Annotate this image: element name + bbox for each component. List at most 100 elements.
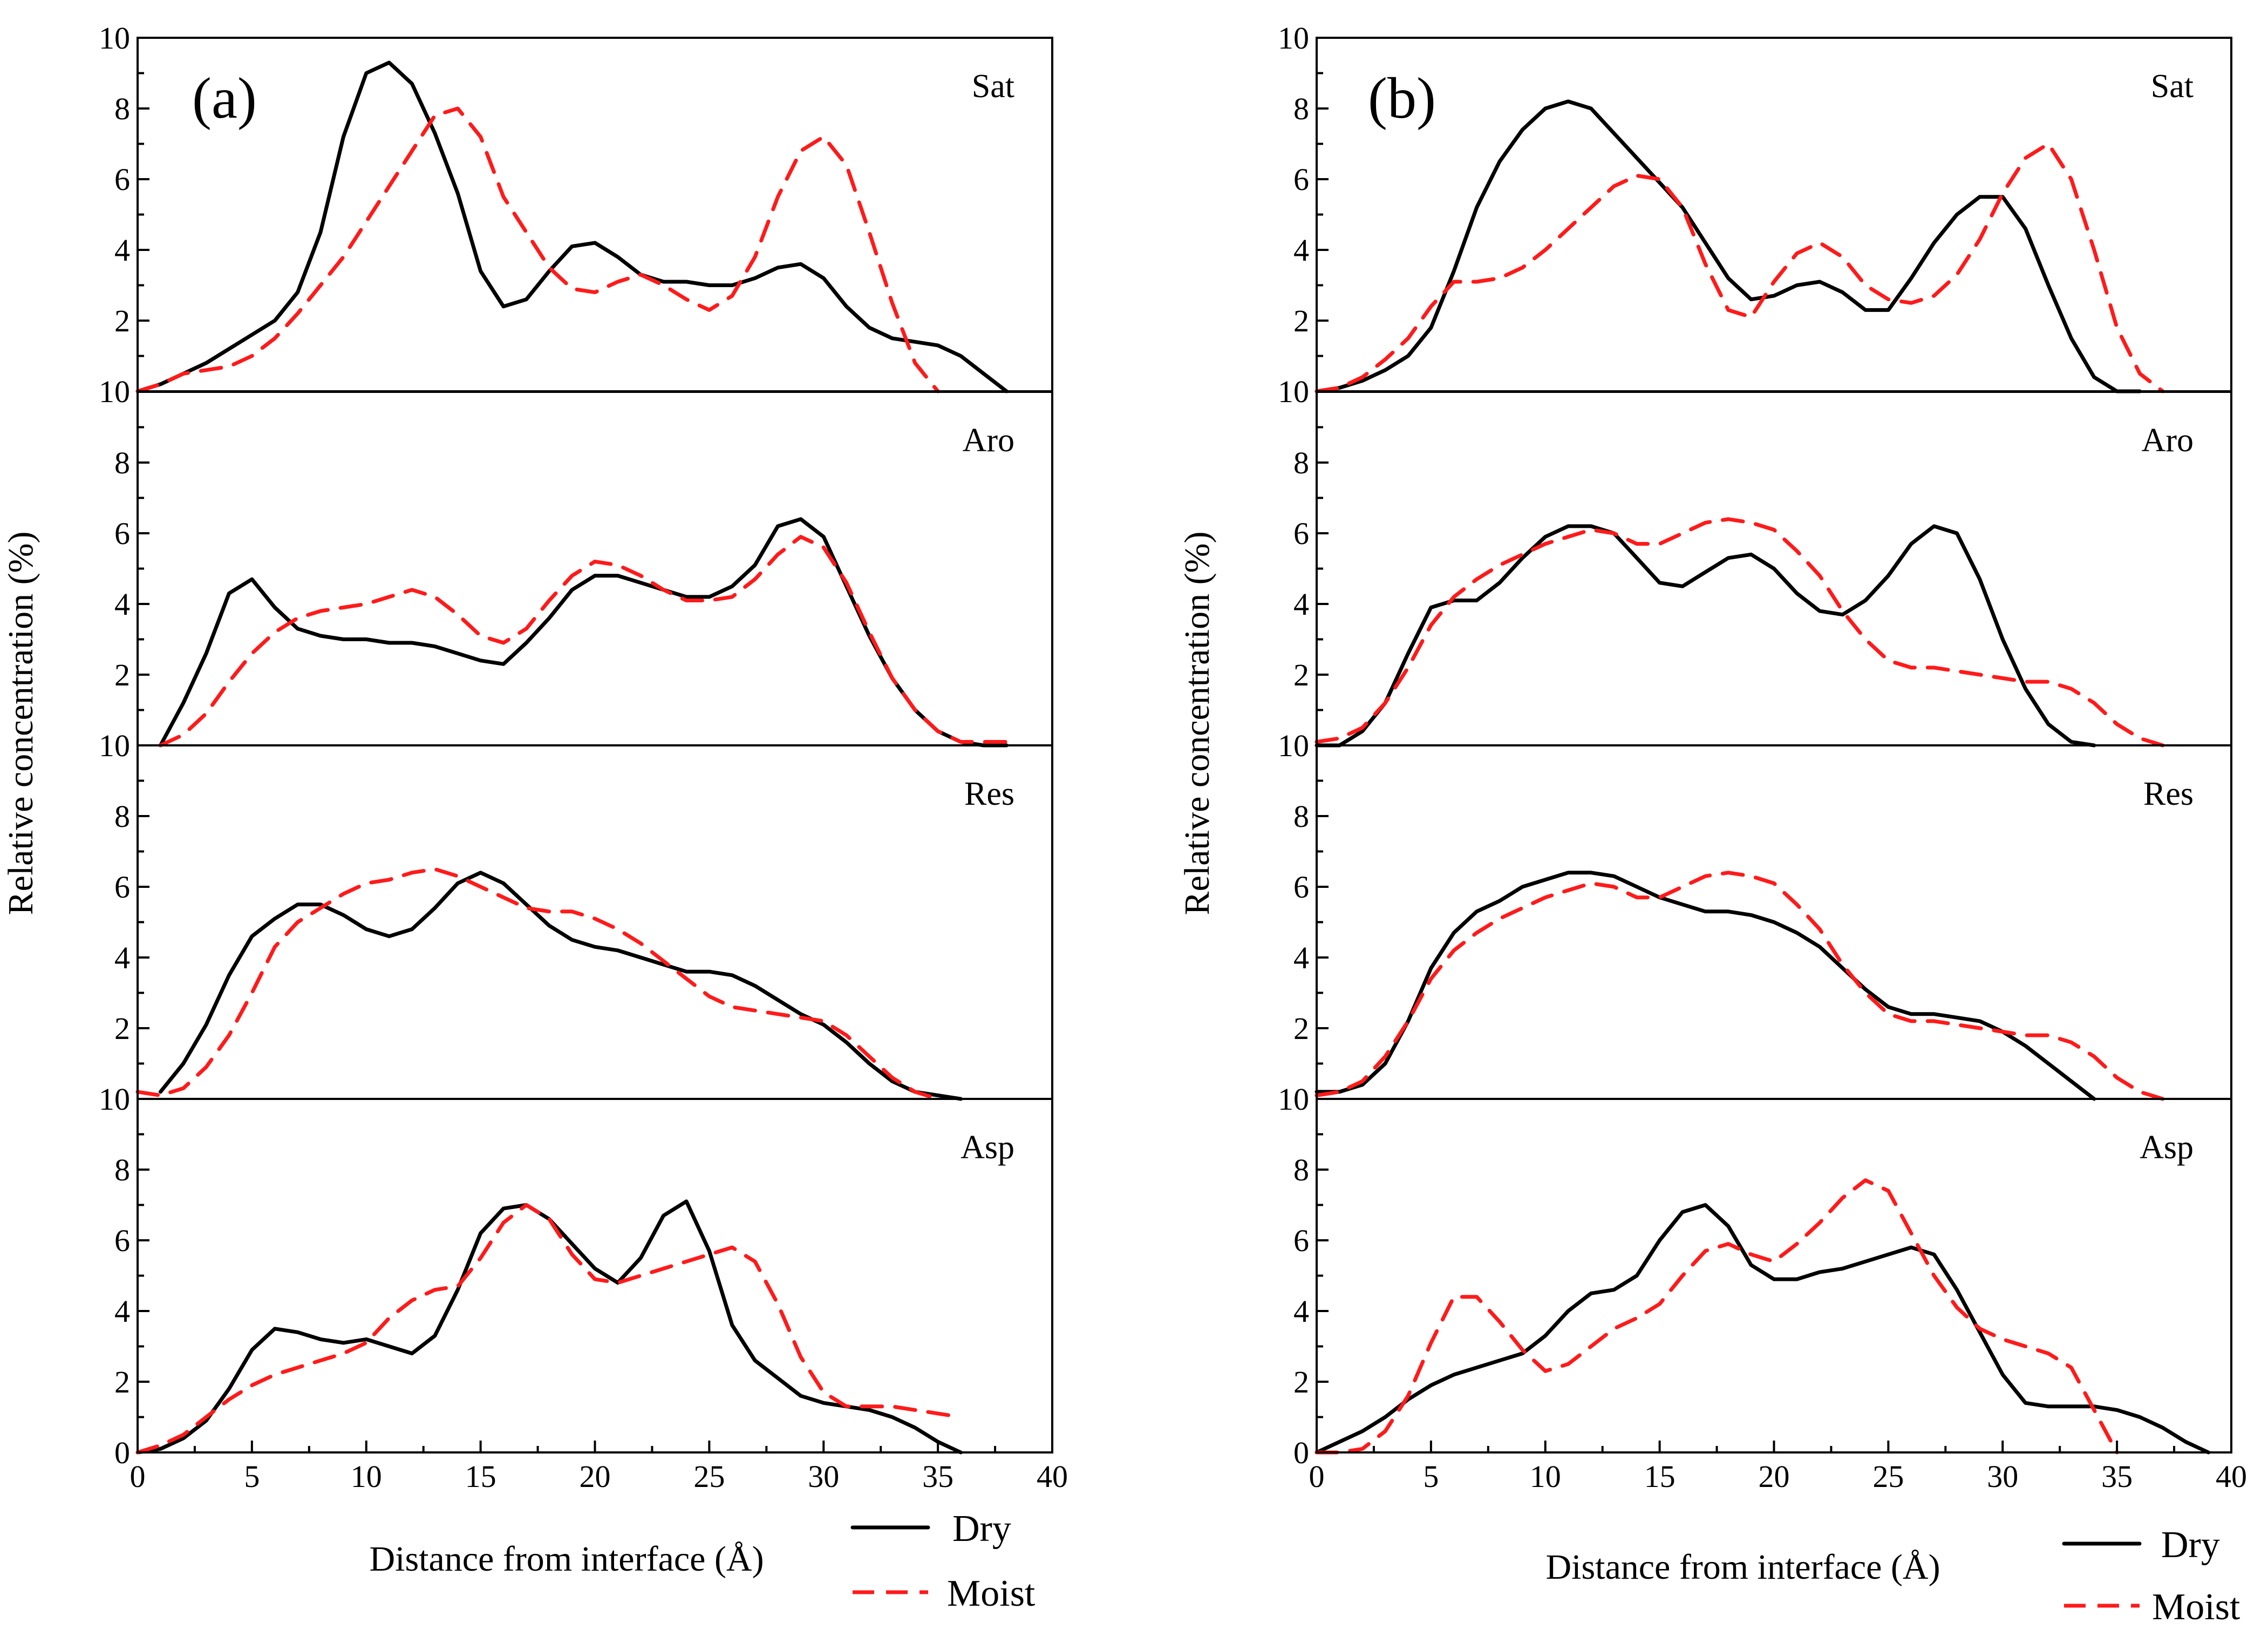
series-dry-aro-a [158, 517, 1009, 748]
y-axis-title-a: Relative concentration (%) [1, 531, 40, 915]
x-tick-label-a: 35 [922, 1459, 953, 1494]
y-tick-label-sat-b: 6 [1293, 162, 1309, 197]
y-tick-label-res-a: 4 [114, 940, 130, 975]
y-tick-label-aro-a: 2 [114, 657, 130, 692]
x-tick-label-b: 20 [1759, 1459, 1790, 1494]
subplot-label-res-b: Res [2143, 776, 2194, 812]
subplot-sat-a: 10 2 4 6 8 10 Sat [99, 21, 1053, 409]
y-tick-label-aro-b: 10 [1278, 728, 1309, 763]
subplot-label-sat-a: Sat [972, 68, 1014, 105]
legend-a: Dry Moist [850, 1508, 1036, 1614]
y-tick-label-sat-a: 2 [114, 303, 130, 338]
subplot-label-res-a: Res [964, 776, 1014, 812]
series-dry-res-a [158, 871, 963, 1101]
y-tick-label-aro-b: 2 [1293, 657, 1309, 692]
x-tick-label-b: 35 [2101, 1459, 2133, 1494]
series-moist-asp-b [1315, 1178, 2119, 1455]
y-tick-label-aro-a: 4 [114, 587, 130, 622]
y-tick-label-asp-b: 0 [1293, 1435, 1309, 1470]
legend-label-dry-b: Dry [2161, 1524, 2220, 1566]
series-moist-sat-a [135, 106, 940, 393]
y-tick-label-aro-b: 4 [1293, 587, 1309, 622]
y-tick-label-asp-b: 4 [1293, 1294, 1309, 1329]
series-moist-res-a [135, 867, 940, 1101]
x-tick-label-a: 30 [808, 1459, 839, 1494]
y-tick-label-aro-b: 8 [1293, 445, 1309, 480]
panel-label-a: (a) [192, 66, 257, 131]
y-tick-label-aro-a: 8 [114, 445, 130, 480]
x-axis-title-b: Distance from interface (Å) [1545, 1547, 1940, 1587]
y-tick-label-asp-b: 2 [1293, 1364, 1309, 1400]
series-moist-res-b [1315, 871, 2165, 1101]
y-tick-label-asp-b: 8 [1293, 1152, 1309, 1187]
x-tick-label-a: 20 [580, 1459, 611, 1494]
y-tick-label-res-b: 8 [1293, 799, 1309, 834]
y-axis-title-b: Relative concentration (%) [1177, 531, 1217, 915]
series-moist-aro-a [158, 535, 1009, 748]
x-tick-label-b: 15 [1644, 1459, 1676, 1494]
legend-label-dry-a: Dry [952, 1508, 1011, 1550]
x-tick-label-b: 0 [1309, 1459, 1325, 1494]
y-tick-label-sat-b: 8 [1293, 91, 1309, 126]
subplot-label-sat-b: Sat [2151, 68, 2194, 105]
y-tick-label-res-b: 6 [1293, 870, 1309, 905]
y-tick-label-sat-a: 4 [114, 233, 130, 268]
legend-b: Dry Moist [2062, 1524, 2240, 1628]
y-tick-label-sat-b: 2 [1293, 303, 1309, 338]
series-moist-asp-a [135, 1203, 963, 1455]
y-tick-label-asp-a: 2 [114, 1364, 130, 1400]
legend-label-moist-a: Moist [947, 1573, 1036, 1614]
y-tick-label-asp-a: 8 [114, 1152, 130, 1187]
y-tick-label-res-a: 8 [114, 799, 130, 834]
y-tick-label-asp-b: 6 [1293, 1223, 1309, 1258]
y-tick-label-asp-a: 6 [114, 1223, 130, 1258]
y-tick-label-res-b: 4 [1293, 940, 1309, 975]
panel-label-b: (b) [1368, 66, 1436, 131]
subplot-asp-a: 0 2 4 6 8 Asp [114, 1098, 1053, 1470]
panel-b: 10 2 4 6 8 10 Sat 10 2 4 6 8 Aro 10 2 4 6 8 Res 0 2 4 6 8 Asp 0 5 1… [1278, 21, 2247, 1494]
x-tick-label-a: 40 [1037, 1459, 1068, 1494]
y-tick-label-res-a: 2 [114, 1011, 130, 1046]
panel-a: 10 2 4 6 8 10 Sat 10 2 4 6 8 Aro 10 2 4 6 8 Res 0 2 4 6 8 Asp 0 5 1… [99, 21, 1068, 1494]
y-tick-label-asp-a: 4 [114, 1294, 130, 1329]
y-tick-label-aro-b: 6 [1293, 516, 1309, 551]
y-tick-label-aro-a: 10 [99, 728, 130, 763]
x-tick-label-a: 10 [351, 1459, 382, 1494]
y-tick-label-res-b: 2 [1293, 1011, 1309, 1046]
x-tick-label-a: 0 [130, 1459, 146, 1494]
x-axis-title-a: Distance from interface (Å) [369, 1539, 764, 1579]
y-tick-label-sat-b: 4 [1293, 233, 1309, 268]
subplot-res-a: 10 2 4 6 8 Res [99, 744, 1053, 1117]
y-tick-label-aro-a: 6 [114, 516, 130, 551]
y-tick-label-res-a: 6 [114, 870, 130, 905]
y-tick-label-sat-a: 6 [114, 162, 130, 197]
subplot-label-aro-a: Aro [963, 422, 1014, 459]
x-tick-label-a: 15 [465, 1459, 496, 1494]
x-tick-label-a: 25 [693, 1459, 725, 1494]
y-tick-label-sat-a: 8 [114, 91, 130, 126]
x-tick-label-b: 25 [1872, 1459, 1904, 1494]
y-tick-label-sat-a: 10 [99, 21, 130, 56]
y-tick-label-asp-a: 0 [114, 1435, 130, 1470]
y-tick-label-sat-b: 10 [1278, 374, 1309, 409]
series-dry-aro-b [1315, 524, 2096, 748]
y-tick-label-sat-a: 10 [99, 374, 130, 409]
y-tick-label-res-b: 10 [1278, 1082, 1309, 1117]
x-tick-label-b: 10 [1530, 1459, 1561, 1494]
subplot-label-aro-b: Aro [2142, 422, 2194, 459]
series-dry-asp-b [1315, 1203, 2211, 1455]
series-moist-sat-b [1315, 142, 2165, 393]
y-tick-label-sat-b: 10 [1278, 21, 1309, 56]
y-tick-label-res-a: 10 [99, 1082, 130, 1117]
subplot-aro-b: 10 2 4 6 8 Aro [1278, 391, 2232, 763]
x-tick-label-b: 30 [1987, 1459, 2018, 1494]
x-tick-label-b: 40 [2216, 1459, 2247, 1494]
subplot-label-asp-a: Asp [961, 1129, 1014, 1166]
subplot-sat-b: 10 2 4 6 8 10 Sat [1278, 21, 2232, 409]
series-dry-sat-a [135, 60, 1009, 393]
subplot-asp-b: 0 2 4 6 8 Asp [1293, 1098, 2232, 1470]
subplot-label-asp-b: Asp [2140, 1129, 2194, 1166]
x-tick-label-a: 5 [244, 1459, 260, 1494]
